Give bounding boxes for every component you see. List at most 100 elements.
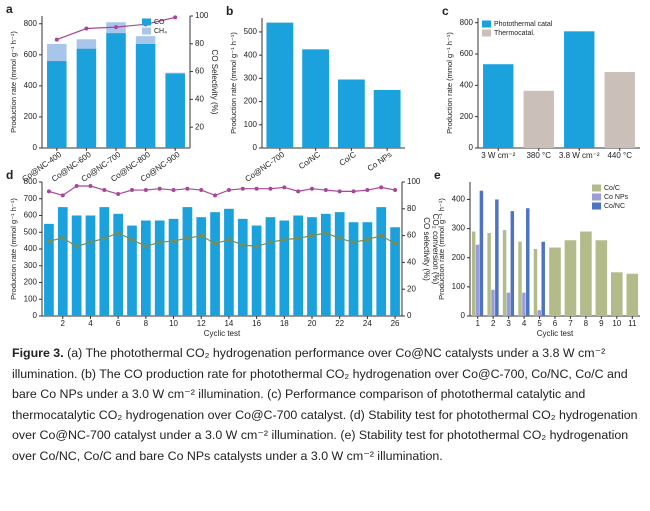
y-axis-label: Production rate (mmol g⁻¹ h⁻¹) [9,31,18,133]
bar [483,64,514,148]
bar [293,215,303,316]
line-point [102,236,107,241]
line-point [143,188,148,193]
caption: Figure 3. (a) The photothermal CO₂ hydro… [12,343,640,466]
line-point [268,186,273,191]
x-tick-label: 8 [144,319,149,328]
line-point [254,186,259,191]
x-tick-label: Co@NC-700 [243,150,286,184]
x-tick-label: 26 [391,319,400,328]
y2-tick-label: 0 [407,311,412,320]
y-tick-label: 200 [24,278,38,287]
line-point [74,244,79,249]
y2-tick-label: 100 [407,177,421,186]
bar [580,231,592,316]
bar [526,208,530,316]
y-tick-label: 800 [460,18,474,27]
line-point [351,189,356,194]
y-tick-label: 500 [24,227,38,236]
y-tick-label: 0 [33,311,38,320]
line-point [213,241,218,246]
line-point [157,186,162,191]
x-tick-label: 4 [522,319,527,328]
y-tick-label: 400 [24,244,38,253]
x-tick-label: 4 [88,319,93,328]
x-tick-label: 2 [491,319,496,328]
bar [165,72,185,74]
line-point [199,188,204,193]
bar [76,39,97,49]
line-point [116,192,121,197]
line-point [157,240,162,245]
bar [237,218,248,316]
x-tick-label: 16 [252,319,261,328]
legend-label: CO [154,19,165,26]
line-point [226,188,231,193]
line-point [88,240,93,245]
line-point [351,240,356,245]
y-tick-label: 400 [244,50,258,59]
x-tick-label: 6 [116,319,121,328]
x-tick-label: 22 [335,319,344,328]
bar [99,207,110,316]
y-tick-label: 100 [24,294,38,303]
bar [76,48,97,148]
x-tick-label: Co/C [338,150,358,168]
x-tick-label: 9 [599,319,604,328]
y-axis-label: Production rate (mmol g⁻¹ h⁻¹) [229,32,238,134]
line-point [393,188,398,193]
bar [475,244,480,316]
panel-label: a [6,2,13,16]
y2-tick-label: 60 [195,67,204,76]
bar [362,222,373,316]
bar [71,215,82,316]
y-axis-label: Production rate (mmol g⁻¹ h⁻¹) [445,32,454,134]
y-tick-label: 700 [24,194,38,203]
line-point [296,189,301,194]
y-tick-label: 0 [469,143,474,152]
bar [537,310,542,316]
line-point [365,237,370,242]
y-tick-label: 300 [24,261,38,270]
y2-tick-label: 20 [195,122,204,131]
x-tick-label: 18 [280,319,289,328]
bar [376,207,387,316]
bar [302,49,330,148]
bar [487,232,491,316]
line-point [337,236,342,241]
x-tick-label: 8 [584,319,589,328]
x-axis-label: Cyclic test [537,329,574,338]
line-point [54,37,59,42]
y2-tick-label: 80 [407,204,416,213]
bar [279,220,290,316]
line-point [323,230,328,235]
legend-swatch [592,193,601,201]
y-tick-label: 800 [24,177,38,186]
bar [348,222,359,316]
line-point [310,233,314,238]
legend-swatch [592,184,601,192]
line-point [74,184,79,189]
bar [266,22,294,149]
bar [510,211,515,316]
y-tick-label: 200 [24,112,38,121]
line-point [240,242,245,247]
x-tick-label: 3 [506,319,511,328]
bar [141,220,151,316]
bar [57,207,68,316]
bar [533,249,538,316]
line-point [171,188,176,193]
line-point [393,241,398,246]
line-point [337,189,342,194]
x-tick-label: 14 [224,319,233,328]
y-tick-label: 0 [33,143,38,152]
bar [321,213,331,316]
bar [47,61,67,148]
bar [373,89,401,148]
y2-tick-label: 40 [195,94,204,103]
legend-swatch [142,18,151,26]
y2-axis-label: CO₂ conversion (%) [431,214,440,285]
y-tick-label: 300 [244,73,258,82]
y-tick-label: 300 [452,224,466,233]
x-axis-label: Cyclic test [204,329,241,338]
